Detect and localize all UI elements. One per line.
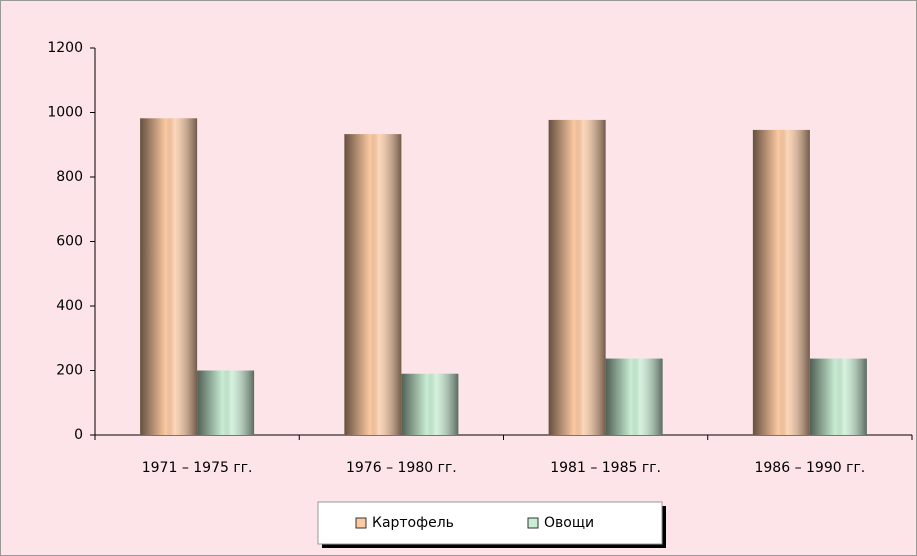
x-tick-label: 1971 – 1975 гг. <box>142 460 253 476</box>
bar-shade <box>809 358 867 435</box>
y-tick-label: 1200 <box>47 40 83 56</box>
bar-shade <box>401 373 459 435</box>
bar-shade <box>344 134 402 436</box>
bar-shade <box>140 118 198 436</box>
legend-label: Картофель <box>372 515 454 531</box>
y-tick-label: 400 <box>56 298 83 314</box>
y-tick-label: 0 <box>74 427 83 443</box>
bar-shade <box>752 129 810 436</box>
bar-shade <box>548 119 606 435</box>
x-tick-label: 1986 – 1990 гг. <box>754 460 865 476</box>
legend-label: Овощи <box>544 515 594 531</box>
legend-box <box>317 501 663 545</box>
legend-swatch <box>355 517 367 529</box>
y-tick-label: 1000 <box>47 105 83 121</box>
bar-shade <box>605 358 663 435</box>
y-tick-label: 200 <box>56 363 83 379</box>
y-tick-label: 800 <box>56 169 83 185</box>
y-tick-label: 600 <box>56 234 83 250</box>
legend-swatch <box>527 517 539 529</box>
x-tick-label: 1976 – 1980 гг. <box>346 460 457 476</box>
x-tick-label: 1981 – 1985 гг. <box>550 460 661 476</box>
bar-shade <box>197 370 255 435</box>
